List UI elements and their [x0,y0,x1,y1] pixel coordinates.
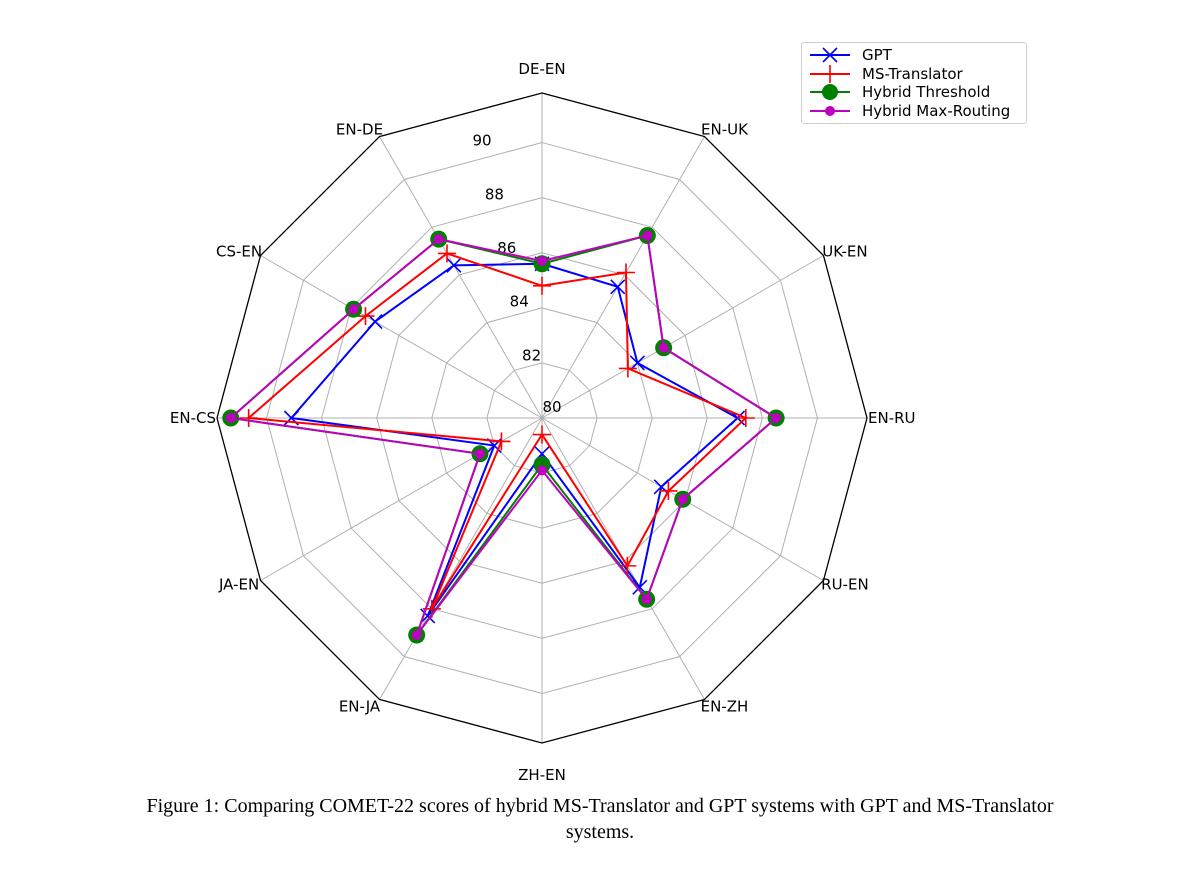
legend-item-ms-translator: MS-Translator [802,64,1026,84]
legend-marker-plus-icon [808,64,852,83]
legend-marker-x-icon [808,46,852,64]
category-label-en-de: EN-DE [336,121,383,139]
radial-tick-label: 82 [522,346,541,364]
caption-line-1: Figure 1: Comparing COMET-22 scores of h… [146,795,1054,817]
category-label-ru-en: RU-EN [821,576,869,594]
category-label-zh-en: ZH-EN [518,766,566,784]
category-label-en-ja: EN-JA [339,697,381,715]
category-label-en-uk: EN-UK [701,121,749,139]
legend-label: Hybrid Threshold [862,83,991,102]
legend-marker-circle-small-icon [808,102,852,120]
legend: GPT MS-Translator Hybrid Threshold Hybri… [801,42,1027,124]
legend-item-hybrid-threshold: Hybrid Threshold [802,83,1026,102]
legend-label: Hybrid Max-Routing [862,101,1011,120]
caption-line-2: systems. [565,821,635,843]
legend-item-gpt: GPT [802,46,1026,65]
series-hybrid-max-routing [225,230,782,641]
category-label-ja-en: JA-EN [218,576,259,594]
category-label-en-cs: EN-CS [170,409,216,427]
data-series [222,227,785,644]
category-label-cs-en: CS-EN [216,243,262,261]
legend-label: GPT [862,46,892,65]
legend-item-hybrid-max-routing: Hybrid Max-Routing [802,102,1026,121]
category-label-en-ru: EN-RU [868,409,916,427]
legend-label: MS-Translator [862,64,963,83]
legend-marker-circle-large-icon [808,83,852,101]
radial-tick-label: 90 [472,132,491,150]
category-labels: DE-EN EN-UK UK-EN EN-RU RU-EN EN-ZH ZH-EN EN-JA… [170,60,916,784]
category-label-en-zh: EN-ZH [701,697,749,715]
radial-tick-label: 88 [485,185,504,203]
figure-caption: Figure 1: Comparing COMET-22 scores of h… [0,793,1200,845]
series-hybrid-threshold [222,227,785,644]
radial-tick-label: 84 [510,293,529,311]
category-label-uk-en: UK-EN [822,243,867,261]
category-label-de-en: DE-EN [518,60,565,78]
radial-tick-label: 80 [542,398,561,416]
